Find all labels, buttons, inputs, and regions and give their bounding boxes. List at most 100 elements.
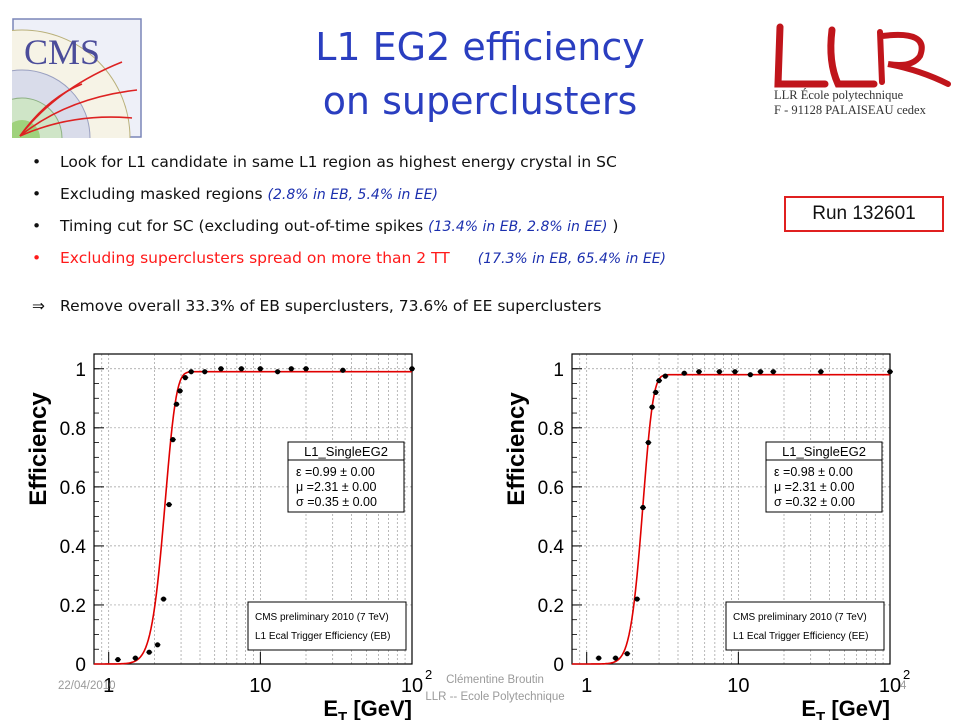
x-axis-label-main: E xyxy=(801,696,816,720)
fit-curve xyxy=(94,370,412,665)
data-point xyxy=(770,369,776,375)
llr-logo xyxy=(774,23,951,88)
slide-title: L1 EG2 efficiency on superclusters xyxy=(230,20,730,128)
title-line2: on superclusters xyxy=(322,79,638,123)
bullet-text: Look for L1 candidate in same L1 region … xyxy=(60,153,617,171)
x-axis-label-unit: [GeV] xyxy=(825,696,890,720)
plot-frame xyxy=(571,353,891,665)
data-point xyxy=(218,366,224,372)
y-tick-label: 0.2 xyxy=(60,596,86,617)
data-points xyxy=(114,366,415,663)
info-line: CMS preliminary 2010 (7 TeV) xyxy=(255,612,389,623)
x-axis-label-main: E xyxy=(323,696,338,720)
fit-parameter: μ =2.31 ± 0.00 xyxy=(296,480,376,494)
data-point xyxy=(115,656,121,663)
fit-curve xyxy=(572,373,890,665)
data-point xyxy=(653,389,659,395)
data-point xyxy=(681,370,687,376)
x-tick-exponent: 2 xyxy=(425,667,432,682)
fit-parameter: μ =2.31 ± 0.00 xyxy=(774,480,854,494)
y-tick-label: 0 xyxy=(75,655,86,676)
x-axis-label: ET [GeV] xyxy=(323,696,412,720)
bullet-text: Excluding superclusters spread on more t… xyxy=(60,249,450,267)
legend-title: L1_SingleEG2 xyxy=(304,444,388,459)
y-tick-label: 0.8 xyxy=(538,419,564,440)
data-point xyxy=(887,369,893,375)
footer-author: Clémentine Broutin LLR -- Ecole Polytech… xyxy=(420,672,570,706)
bullet-dot-icon: • xyxy=(32,249,42,267)
y-axis-label: Efficiency xyxy=(503,392,530,506)
data-point xyxy=(170,437,176,443)
data-point xyxy=(202,369,208,375)
data-point xyxy=(624,651,630,657)
data-point xyxy=(634,596,640,602)
y-tick-label: 0.8 xyxy=(60,419,86,440)
fit-legend: L1_SingleEG2 ε =0.98 ± 0.00μ =2.31 ± 0.00… xyxy=(765,441,883,513)
data-point xyxy=(645,439,651,446)
data-point xyxy=(146,649,152,655)
data-point xyxy=(238,366,245,372)
bullet-suffix: ) xyxy=(607,217,619,235)
y-tick-label: 0.6 xyxy=(60,478,86,499)
cms-logo-text: CMS xyxy=(24,32,100,72)
y-axis-label: Efficiency xyxy=(25,392,52,506)
run-number-box: Run 132601 xyxy=(784,196,944,232)
data-point xyxy=(732,369,738,375)
data-point xyxy=(716,369,723,375)
bullet-item: • Look for L1 candidate in same L1 region… xyxy=(32,150,812,182)
info-box: CMS preliminary 2010 (7 TeV) L1 Ecal Trig… xyxy=(247,601,407,651)
fit-parameter: ε =0.98 ± 0.00 xyxy=(774,465,853,479)
x-tick-label: 1 xyxy=(581,675,592,697)
fit-parameter: ε =0.99 ± 0.00 xyxy=(296,465,375,479)
x-axis-label-sub: T xyxy=(338,709,347,720)
bullet-item: • Timing cut for SC (excluding out-of-tim… xyxy=(32,214,812,246)
bullet-item: • Excluding superclusters spread on more … xyxy=(32,246,812,278)
legend-title: L1_SingleEG2 xyxy=(782,444,866,459)
title-line1: L1 EG2 efficiency xyxy=(315,25,645,69)
bullet-dot-icon: • xyxy=(32,217,42,235)
data-point xyxy=(188,369,194,375)
data-point xyxy=(288,366,294,372)
info-box: CMS preliminary 2010 (7 TeV) L1 Ecal Trig… xyxy=(725,601,885,651)
footer-page-number: 4 xyxy=(900,680,907,692)
x-tick-label: 10 xyxy=(727,675,749,697)
fit-parameter: σ =0.32 ± 0.00 xyxy=(774,495,855,509)
y-tick-label: 0.6 xyxy=(538,478,564,499)
y-tick-label: 0.4 xyxy=(60,537,87,558)
data-point xyxy=(173,401,180,407)
x-tick-exponent: 2 xyxy=(903,667,910,682)
x-tick-label: 10 xyxy=(249,675,271,697)
llr-line1: LLR École polytechnique xyxy=(774,88,904,102)
x-tick-label: 1 xyxy=(103,675,114,697)
bullet-list: • Look for L1 candidate in same L1 region… xyxy=(32,150,812,278)
footer-date: 22/04/2010 xyxy=(58,680,116,692)
data-point xyxy=(640,504,646,511)
bullet-text: Excluding masked regions xyxy=(60,185,268,203)
y-tick-label: 0 xyxy=(553,655,564,676)
data-point xyxy=(747,372,753,378)
summary-line: ⇒ Remove overall 33.3% of EB supercluster… xyxy=(32,294,601,318)
y-tick-label: 0.4 xyxy=(538,537,565,558)
data-point xyxy=(696,369,702,375)
data-point xyxy=(303,366,309,372)
data-point xyxy=(166,501,172,508)
info-box-frame xyxy=(725,601,885,651)
data-points xyxy=(595,369,893,661)
footer-affiliation: LLR -- Ecole Polytechnique xyxy=(425,691,565,703)
llr-address: LLR École polytechnique F - 91128 PALAIS… xyxy=(774,88,926,118)
plot-frame xyxy=(93,353,413,665)
bullet-dot-icon: • xyxy=(32,153,42,171)
bullet-note: (2.8% in EB, 5.4% in EE) xyxy=(267,187,438,203)
y-tick-label: 0.2 xyxy=(538,596,564,617)
data-point xyxy=(160,596,167,602)
x-tick-label: 10 xyxy=(401,675,423,697)
implies-arrow-icon: ⇒ xyxy=(32,297,45,315)
info-line: L1 Ecal Trigger Efficiency (EB) xyxy=(255,631,390,642)
data-point xyxy=(154,642,161,648)
data-point xyxy=(257,366,263,372)
bullet-text: Timing cut for SC (excluding out-of-time… xyxy=(60,217,429,235)
info-box-frame xyxy=(247,601,407,651)
bullet-note: (13.4% in EB, 2.8% in EE) xyxy=(428,219,608,235)
bullet-note: (17.3% in EB, 65.4% in EE) xyxy=(477,251,667,267)
